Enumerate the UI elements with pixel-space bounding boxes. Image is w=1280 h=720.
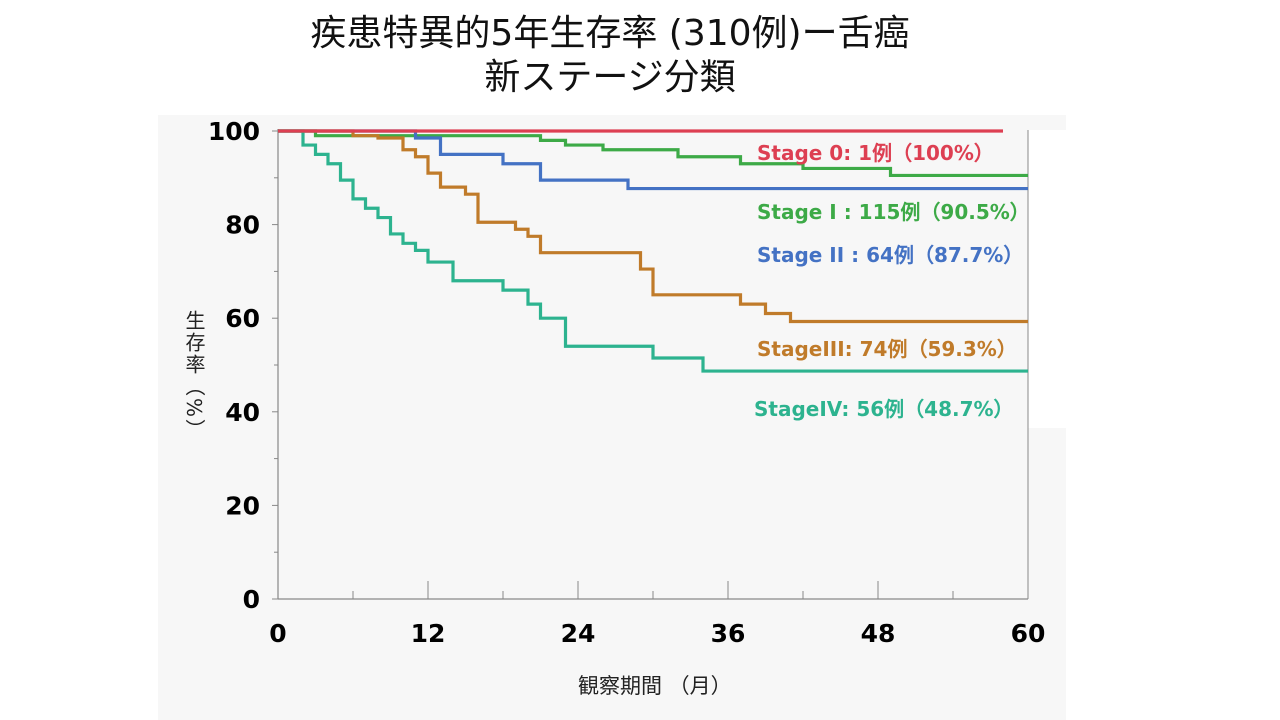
slide-title: 疾患特異的5年生存率 (310例)ー舌癌	[310, 13, 910, 54]
series-label-stage-ii: Stage II : 64例（87.7%）	[757, 243, 1023, 267]
series-line-stage-ii	[278, 129, 1028, 191]
series-label-stage-0: Stage 0: 1例（100%）	[757, 141, 994, 165]
series-line-stage-iii	[278, 129, 1028, 324]
y-tick-label: 40	[225, 398, 260, 427]
y-tick-label: 100	[208, 117, 260, 146]
x-tick-label: 60	[1011, 619, 1046, 648]
x-tick-label: 12	[411, 619, 446, 648]
series-label-stage-i: Stage I : 115例（90.5%）	[757, 200, 1030, 224]
series-label-stage-iv: StageIV: 56例（48.7%）	[754, 397, 1014, 421]
legend-backdrop	[1028, 130, 1066, 390]
legend-backdrop-lower	[1028, 390, 1066, 428]
y-tick-label: 60	[225, 304, 260, 333]
x-tick-label: 48	[861, 619, 896, 648]
y-tick-label: 0	[243, 585, 260, 614]
x-tick-label: 0	[269, 619, 286, 648]
series-line-stage-i	[278, 129, 1028, 178]
y-axis-label: 生存率（%）	[182, 310, 206, 442]
series-line-stage-iv	[278, 129, 1028, 373]
slide-subtitle: 新ステージ分類	[484, 57, 736, 98]
y-tick-label: 80	[225, 211, 260, 240]
x-tick-label: 36	[711, 619, 746, 648]
x-axis-label: 観察期間 （月）	[578, 674, 732, 698]
x-tick-label: 24	[561, 619, 596, 648]
plot-background	[158, 115, 1066, 720]
y-tick-label: 20	[225, 491, 260, 520]
series-label-stage-iii: StageIII: 74例（59.3%）	[757, 337, 1017, 361]
